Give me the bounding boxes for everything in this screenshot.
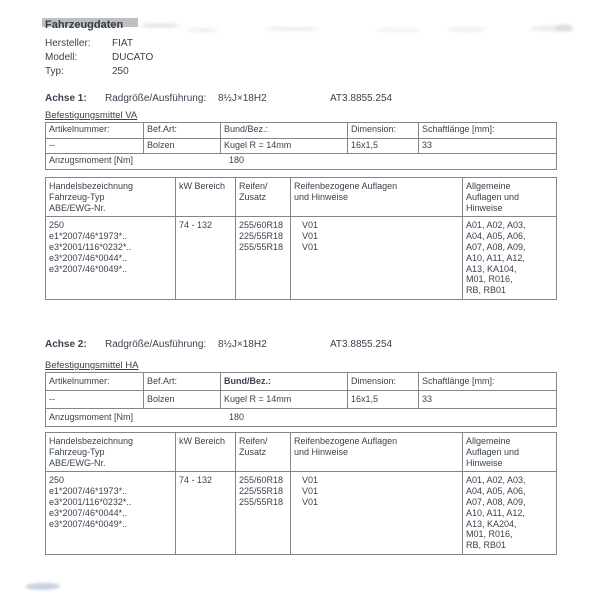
scan-smudge xyxy=(185,28,219,32)
hersteller-label: Hersteller: xyxy=(45,38,91,49)
axle2-fastener-title: Befestigungsmittel HA xyxy=(45,360,139,371)
allgemeine-auflagen-value: A01, A02, A03, A04, A05, A06, A07, A08, … xyxy=(462,471,557,555)
axle1-name: Achse 1: xyxy=(45,93,87,104)
torque-row: Anzugsmoment [Nm] 180 xyxy=(45,408,557,427)
col-reifen-zusatz: Reifen/ Zusatz xyxy=(235,431,291,473)
axle1-rad-value: 8½J×18H2 xyxy=(218,93,267,104)
typ-label: Typ: xyxy=(45,66,64,77)
vehicle-info-row: Modell: DUCATO xyxy=(45,51,153,65)
scan-smudge-blue xyxy=(26,583,60,590)
vehicle-info-row: Hersteller: FIAT xyxy=(45,37,133,51)
artikelnummer-value: -- xyxy=(45,390,144,409)
modell-label: Modell: xyxy=(45,52,78,63)
table-header-row: Artikelnummer: Bef.Art: Bund/Bez.: Dimen… xyxy=(45,122,557,139)
col-dimension: Dimension: xyxy=(347,372,419,391)
col-kw-bereich: kW Bereich xyxy=(175,431,236,473)
axle1-fastener-table: Artikelnummer: Bef.Art: Bund/Bez.: Dimen… xyxy=(45,122,557,170)
kw-bereich-value: 74 - 132 xyxy=(175,471,236,555)
artikelnummer-value: -- xyxy=(45,137,144,154)
col-dimension: Dimension: xyxy=(347,122,419,139)
axle1-code: AT3.8855.254 xyxy=(330,93,393,104)
kw-bereich-value: 74 - 132 xyxy=(175,216,236,300)
handelsbezeichnung-value: 250 e1*2007/46*1973*.. e3*2001/116*0232*… xyxy=(45,216,176,300)
table-row: 250 e1*2007/46*1973*.. e3*2001/116*0232*… xyxy=(45,471,557,555)
col-befart: Bef.Art: xyxy=(143,122,221,139)
auflagen-value: V01 V01 V01 xyxy=(290,216,463,300)
col-handelsbezeichnung: Handelsbezeichnung Fahrzeug-Typ ABE/EWG-… xyxy=(45,431,176,473)
axle2-header-line: Achse 2: Radgröße/Ausführung: 8½J×18H2 A… xyxy=(45,339,556,352)
scan-smudge xyxy=(530,26,575,31)
page-title: Fahrzeugdaten xyxy=(45,19,124,31)
table-row: 250 e1*2007/46*1973*.. e3*2001/116*0232*… xyxy=(45,216,557,300)
dimension-value: 16x1,5 xyxy=(347,137,419,154)
reifen-value: 255/60R18 225/55R18 255/55R18 xyxy=(235,216,291,300)
torque-label: Anzugsmoment [Nm] xyxy=(49,411,134,422)
torque-value: 180 xyxy=(229,411,245,422)
dimension-value: 16x1,5 xyxy=(347,390,419,409)
axle1-header-line: Achse 1: Radgröße/Ausführung: 8½J×18H2 A… xyxy=(45,93,556,106)
col-allgemeine-auflagen: Allgemeine Auflagen und Hinweise xyxy=(462,431,557,473)
bundbez-value: Kugel R = 14mm xyxy=(220,390,348,409)
axle1-tire-table: Handelsbezeichnung Fahrzeug-Typ ABE/EWG-… xyxy=(45,176,557,300)
hersteller-value: FIAT xyxy=(112,38,133,49)
modell-value: DUCATO xyxy=(112,52,154,63)
schaftlaenge-value: 33 xyxy=(418,390,557,409)
col-reifenbezogene-auflagen: Reifenbezogene Auflagen und Hinweise xyxy=(290,431,463,473)
bundbez-value: Kugel R = 14mm xyxy=(220,137,348,154)
axle1-rad-label: Radgröße/Ausführung: xyxy=(105,93,207,104)
col-schaftlaenge: Schaftlänge [mm]: xyxy=(418,122,557,139)
col-artikelnummer: Artikelnummer: xyxy=(45,122,144,139)
scan-smudge xyxy=(140,23,180,28)
scan-smudge xyxy=(556,24,572,31)
table-header-row: Handelsbezeichnung Fahrzeug-Typ ABE/EWG-… xyxy=(45,176,557,218)
col-schaftlaenge: Schaftlänge [mm]: xyxy=(418,372,557,391)
typ-value: 250 xyxy=(112,66,129,77)
allgemeine-auflagen-value: A01, A02, A03, A04, A05, A06, A07, A08, … xyxy=(462,216,557,300)
col-artikelnummer: Artikelnummer: xyxy=(45,372,144,391)
table-row: -- Bolzen Kugel R = 14mm 16x1,5 33 xyxy=(45,137,557,154)
col-allgemeine-auflagen: Allgemeine Auflagen und Hinweise xyxy=(462,176,557,218)
torque-value: 180 xyxy=(229,155,245,165)
table-header-row: Handelsbezeichnung Fahrzeug-Typ ABE/EWG-… xyxy=(45,431,557,473)
col-befart: Bef.Art: xyxy=(143,372,221,391)
axle1-fastener-title: Befestigungsmittel VA xyxy=(45,110,138,121)
axle2-name: Achse 2: xyxy=(45,339,87,350)
scan-smudge xyxy=(375,28,420,32)
col-reifenbezogene-auflagen: Reifenbezogene Auflagen und Hinweise xyxy=(290,176,463,218)
table-header-row: Artikelnummer: Bef.Art: Bund/Bez.: Dimen… xyxy=(45,372,557,391)
handelsbezeichnung-value: 250 e1*2007/46*1973*.. e3*2001/116*0232*… xyxy=(45,471,176,555)
col-bundbez: Bund/Bez.: xyxy=(220,122,348,139)
axle2-rad-label: Radgröße/Ausführung: xyxy=(105,339,207,350)
reifen-value: 255/60R18 225/55R18 255/55R18 xyxy=(235,471,291,555)
table-row: -- Bolzen Kugel R = 14mm 16x1,5 33 xyxy=(45,390,557,409)
torque-cell: Anzugsmoment [Nm] 180 xyxy=(45,408,557,427)
col-bundbez: Bund/Bez.: xyxy=(220,372,348,391)
axle2-fastener-table: Artikelnummer: Bef.Art: Bund/Bez.: Dimen… xyxy=(45,372,557,427)
col-reifen-zusatz: Reifen/ Zusatz xyxy=(235,176,291,218)
befart-value: Bolzen xyxy=(143,137,221,154)
title-highlight-bar xyxy=(42,18,138,27)
col-handelsbezeichnung: Handelsbezeichnung Fahrzeug-Typ ABE/EWG-… xyxy=(45,176,176,218)
torque-cell: Anzugsmoment [Nm] 180 xyxy=(45,153,557,170)
vehicle-info-row: Typ: 250 xyxy=(45,65,129,79)
schaftlaenge-value: 33 xyxy=(418,137,557,154)
col-kw-bereich: kW Bereich xyxy=(175,176,236,218)
axle2-rad-value: 8½J×18H2 xyxy=(218,339,267,350)
scan-smudge xyxy=(448,27,486,32)
axle2-code: AT3.8855.254 xyxy=(330,339,393,350)
torque-row: Anzugsmoment [Nm] 180 xyxy=(45,153,557,170)
scan-smudge xyxy=(265,27,320,31)
torque-label: Anzugsmoment [Nm] xyxy=(49,155,134,165)
befart-value: Bolzen xyxy=(143,390,221,409)
auflagen-value: V01 V01 V01 xyxy=(290,471,463,555)
axle2-tire-table: Handelsbezeichnung Fahrzeug-Typ ABE/EWG-… xyxy=(45,431,557,555)
